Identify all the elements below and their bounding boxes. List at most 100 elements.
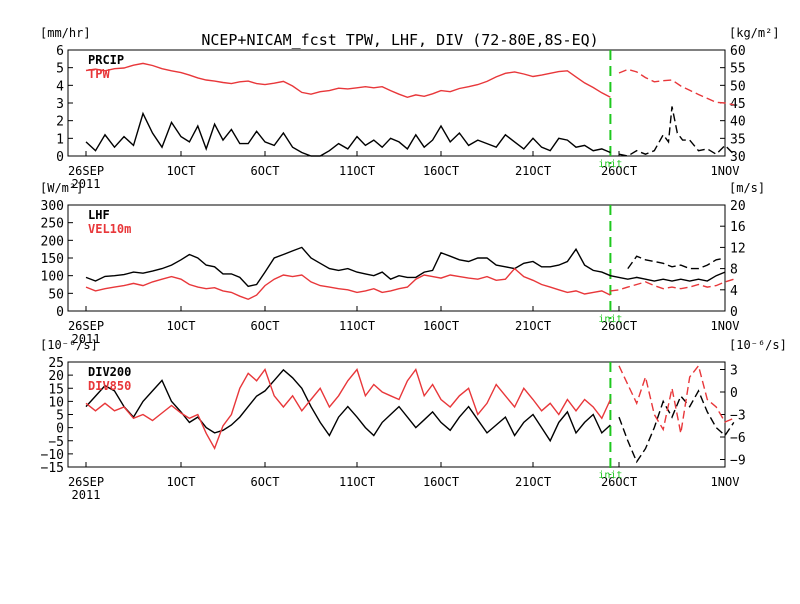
- y-tick-label-right: 4: [730, 284, 738, 299]
- y-tick-label-left: 5: [56, 409, 64, 424]
- y-tick-label-left: 150: [41, 252, 64, 267]
- x-tick-label: 16OCT: [423, 319, 459, 333]
- y-tick-label-right: −3: [730, 409, 746, 424]
- x-tick-label: 16OCT: [423, 475, 459, 489]
- y-tick-label-right: 55: [730, 62, 746, 77]
- x-tick-label: 11OCT: [339, 475, 375, 489]
- legend-prcip: PRCIP: [88, 53, 124, 67]
- y-tick-label-left: −15: [41, 461, 64, 476]
- y-tick-label-right: 60: [730, 44, 746, 59]
- forecast-line-vel10m: [610, 278, 735, 292]
- x-tick-label: 11OCT: [339, 164, 375, 178]
- legend-div200: DIV200: [88, 365, 131, 379]
- forecast-line-div200: [618, 389, 735, 464]
- y-tick-label-left: 10: [48, 395, 64, 410]
- y-tick-label-right: 50: [730, 79, 746, 94]
- x-tick-label: 1NOV: [711, 475, 740, 489]
- y-tick-label-left: 100: [41, 270, 64, 285]
- y-tick-label-right: 35: [730, 132, 746, 147]
- right-axis-unit: [kg/m²]: [729, 26, 780, 40]
- x-year-label: 2011: [72, 177, 101, 191]
- y-tick-label-left: 200: [41, 234, 64, 249]
- y-tick-label-left: 0: [56, 422, 64, 437]
- y-tick-label-right: −9: [730, 454, 746, 469]
- y-tick-label-right: 0: [730, 386, 738, 401]
- y-tick-label-left: 6: [56, 44, 64, 59]
- x-tick-label: 26SEP: [68, 319, 104, 333]
- x-tick-label: 26SEP: [68, 475, 104, 489]
- y-tick-label-left: −5: [48, 435, 64, 450]
- right-axis-unit: [m/s]: [729, 181, 765, 195]
- left-axis-unit: [10⁻⁶/s]: [40, 338, 98, 352]
- plot-frame: [67, 361, 726, 468]
- y-tick-label-left: 4: [56, 79, 64, 94]
- y-tick-label-left: 2: [56, 115, 64, 130]
- y-tick-label-right: 20: [730, 199, 746, 214]
- y-tick-label-left: 50: [48, 287, 64, 302]
- init-label: init: [598, 470, 622, 481]
- y-tick-label-left: 250: [41, 217, 64, 232]
- series-line-vel10m: [85, 267, 611, 301]
- y-tick-label-right: 30: [730, 150, 746, 165]
- x-tick-label: 26OCT: [601, 475, 637, 489]
- legend-lhf: LHF: [88, 208, 110, 222]
- legend-div850: DIV850: [88, 379, 131, 393]
- forecast-line-lhf: [627, 255, 726, 270]
- y-tick-label-left: 1: [56, 132, 64, 147]
- x-tick-label: 1OCT: [167, 164, 196, 178]
- y-tick-label-left: 0: [56, 150, 64, 165]
- y-tick-label-left: 20: [48, 369, 64, 384]
- init-label: init: [598, 159, 622, 170]
- x-tick-label: 1OCT: [167, 475, 196, 489]
- y-tick-label-right: 8: [730, 263, 738, 278]
- chart-title: NCEP+NICAM_fcst TPW, LHF, DIV (72-80E,8S…: [201, 31, 598, 49]
- plot-frame: [67, 204, 726, 312]
- left-axis-unit: [mm/hr]: [40, 26, 91, 40]
- y-tick-label-left: 300: [41, 199, 64, 214]
- init-label: init: [598, 314, 622, 325]
- left-axis-unit: [W/m²]: [40, 181, 83, 195]
- y-tick-label-left: 15: [48, 382, 64, 397]
- x-tick-label: 26SEP: [68, 164, 104, 178]
- y-tick-label-right: 12: [730, 241, 746, 256]
- x-tick-label: 26OCT: [601, 164, 637, 178]
- y-tick-label-left: 25: [48, 356, 64, 371]
- right-axis-unit: [10⁻⁶/s]: [729, 338, 787, 352]
- x-year-label: 2011: [72, 488, 101, 502]
- x-tick-label: 11OCT: [339, 319, 375, 333]
- x-tick-label: 1NOV: [711, 319, 740, 333]
- forecast-line-div850: [618, 364, 735, 434]
- x-tick-label: 6OCT: [251, 319, 280, 333]
- x-tick-label: 1NOV: [711, 164, 740, 178]
- forecast-line-prcip: [618, 106, 735, 157]
- y-tick-label-right: 0: [730, 305, 738, 320]
- y-tick-label-left: 0: [56, 305, 64, 320]
- y-tick-label-right: 40: [730, 115, 746, 130]
- y-tick-label-left: 3: [56, 97, 64, 112]
- y-tick-label-right: 45: [730, 97, 746, 112]
- x-year-label: 2011: [72, 332, 101, 346]
- x-tick-label: 26OCT: [601, 319, 637, 333]
- legend-vel10m: VEL10m: [88, 222, 131, 236]
- y-tick-label-right: −6: [730, 431, 746, 446]
- x-tick-label: 1OCT: [167, 319, 196, 333]
- series-line-div200: [85, 368, 611, 443]
- y-tick-label-right: 3: [730, 364, 738, 379]
- series-line-div850: [85, 367, 612, 450]
- series-line-lhf: [85, 246, 726, 288]
- x-tick-label: 6OCT: [251, 475, 280, 489]
- legend-tpw: TPW: [88, 67, 110, 81]
- y-tick-label-right: 16: [730, 220, 746, 235]
- x-tick-label: 6OCT: [251, 164, 280, 178]
- forecast-line-tpw: [618, 68, 734, 106]
- x-tick-label: 16OCT: [423, 164, 459, 178]
- y-tick-label-left: 5: [56, 62, 64, 77]
- y-tick-label-left: −10: [41, 448, 64, 463]
- series-line-tpw: [85, 62, 611, 99]
- x-tick-label: 21OCT: [515, 164, 551, 178]
- series-line-prcip: [85, 111, 611, 157]
- x-tick-label: 21OCT: [515, 475, 551, 489]
